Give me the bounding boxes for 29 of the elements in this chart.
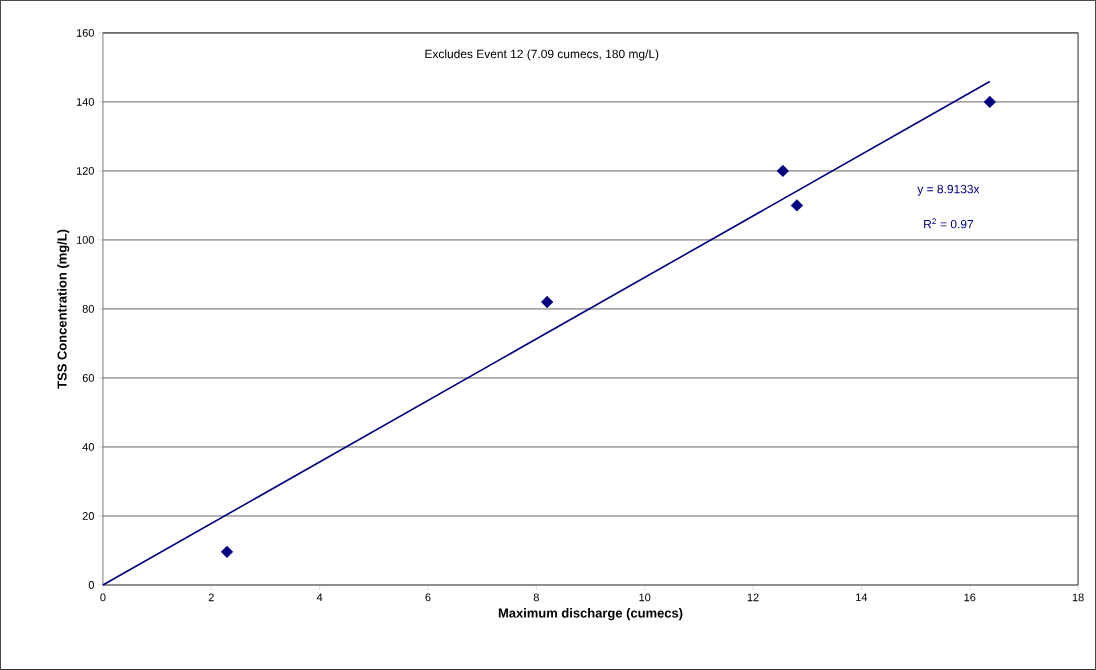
annotation: y = 8.9133x [917, 184, 980, 196]
x-tick-label: 10 [639, 593, 651, 602]
x-tick-label: 6 [425, 593, 431, 602]
y-tick-label: 100 [76, 236, 94, 244]
annotation: Excludes Event 12 (7.09 cumecs, 180 mg/L) [425, 49, 659, 61]
x-tick-label: 8 [533, 593, 539, 602]
x-tick-label: 14 [856, 593, 868, 602]
point [983, 95, 996, 109]
point [220, 545, 234, 559]
x-tick-label: 2 [208, 593, 214, 602]
x-tick-label: 12 [747, 593, 759, 602]
y-tick-label: 40 [82, 443, 94, 451]
point [541, 295, 554, 309]
x-axis-title: Maximum discharge (cumecs) [498, 608, 683, 621]
y-axis-title: TSS Concentration (mg/L) [57, 229, 70, 389]
y-tick-label: 160 [76, 29, 94, 37]
y-tick-label: 120 [76, 167, 94, 175]
x-tick-label: 4 [316, 593, 323, 602]
x-tick-label: 16 [964, 593, 976, 602]
point [790, 199, 804, 212]
y-tick-label: 0 [88, 581, 94, 589]
point [776, 164, 789, 178]
x-tick-label: 18 [1072, 593, 1084, 602]
y-tick-label: 80 [82, 305, 94, 313]
x-tick-label: 0 [100, 593, 106, 602]
y-tick-label: 60 [82, 374, 94, 382]
annotation: R$^{2}$ = 0.97 [924, 218, 974, 229]
y-tick-label: 20 [82, 512, 94, 520]
y-tick-label: 140 [76, 98, 94, 106]
